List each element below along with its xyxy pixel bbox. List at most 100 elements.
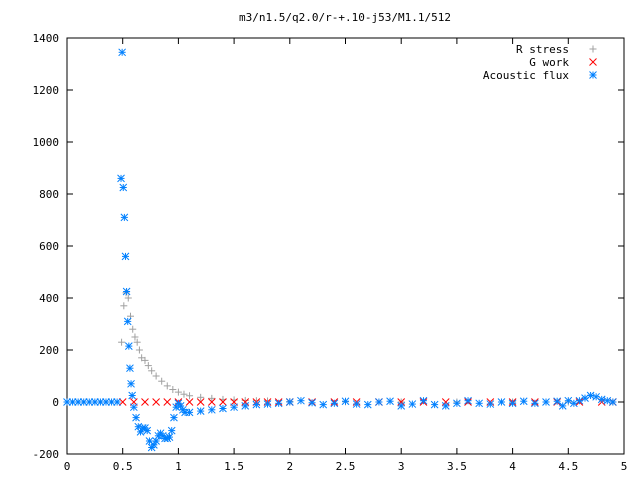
data-point bbox=[127, 379, 135, 388]
data-point bbox=[124, 342, 133, 350]
y-tick-label: -200 bbox=[33, 448, 60, 461]
data-point bbox=[207, 398, 216, 406]
data-point bbox=[121, 252, 130, 261]
data-point bbox=[408, 400, 417, 408]
data-point bbox=[165, 433, 174, 441]
data-point bbox=[475, 399, 484, 408]
data-point bbox=[397, 398, 406, 406]
legend-label: G work bbox=[529, 56, 569, 69]
data-point bbox=[170, 413, 178, 422]
data-point bbox=[308, 398, 316, 407]
data-point bbox=[102, 398, 110, 406]
data-point bbox=[126, 364, 134, 373]
data-point bbox=[163, 398, 172, 406]
data-point bbox=[341, 397, 350, 406]
x-tick-label: 0.5 bbox=[113, 460, 133, 473]
data-point bbox=[120, 213, 129, 222]
y-tick-label: 1400 bbox=[33, 32, 60, 45]
x-tick-label: 4.5 bbox=[558, 460, 578, 473]
data-point bbox=[185, 408, 194, 417]
data-point bbox=[441, 398, 450, 406]
x-tick-label: 3.5 bbox=[447, 460, 467, 473]
data-point bbox=[169, 386, 177, 394]
legend-label: R stress bbox=[516, 43, 569, 56]
data-point bbox=[131, 333, 139, 341]
data-point bbox=[542, 398, 550, 406]
data-point bbox=[207, 405, 216, 414]
data-point bbox=[197, 393, 205, 401]
data-point bbox=[143, 426, 152, 435]
series-acoustic-flux bbox=[63, 48, 617, 452]
y-tick-label: 800 bbox=[39, 188, 59, 201]
data-point bbox=[603, 396, 612, 405]
y-tick-label: 200 bbox=[39, 344, 59, 357]
data-point bbox=[163, 382, 171, 390]
data-point bbox=[167, 426, 176, 435]
data-point bbox=[145, 437, 154, 445]
data-point bbox=[330, 399, 339, 408]
x-tick-label: 3 bbox=[398, 460, 405, 473]
x-tick-label: 1 bbox=[175, 460, 182, 473]
x-tick-label: 2.5 bbox=[336, 460, 356, 473]
data-point bbox=[117, 174, 125, 183]
data-point bbox=[397, 402, 406, 410]
data-point bbox=[297, 396, 305, 405]
data-point bbox=[363, 400, 372, 409]
data-point bbox=[553, 397, 562, 406]
y-tick-label: 1000 bbox=[33, 136, 60, 149]
data-point bbox=[144, 362, 152, 370]
data-point bbox=[133, 338, 141, 346]
data-point bbox=[96, 398, 105, 406]
legend-marker bbox=[589, 71, 597, 79]
legend-marker bbox=[589, 58, 597, 66]
data-point bbox=[386, 397, 394, 406]
data-point bbox=[135, 346, 143, 354]
data-point bbox=[285, 398, 294, 406]
data-point bbox=[196, 407, 205, 415]
data-point bbox=[122, 287, 131, 296]
data-point bbox=[107, 398, 116, 406]
data-point bbox=[419, 396, 428, 405]
y-tick-label: 0 bbox=[52, 396, 59, 409]
chart-title: m3/n1.5/q2.0/r-+.10-j53/M1.1/512 bbox=[239, 11, 451, 24]
data-point bbox=[196, 398, 205, 406]
x-tick-label: 5 bbox=[621, 460, 628, 473]
data-marks bbox=[63, 48, 617, 452]
data-point bbox=[453, 399, 461, 408]
data-point bbox=[132, 413, 140, 422]
data-point bbox=[219, 398, 227, 406]
legend-marker bbox=[589, 45, 597, 53]
data-point bbox=[123, 317, 132, 326]
data-point bbox=[441, 402, 450, 410]
data-point bbox=[118, 48, 126, 57]
data-point bbox=[497, 398, 506, 406]
data-point bbox=[508, 399, 517, 408]
data-point bbox=[180, 390, 188, 398]
data-point bbox=[219, 404, 227, 413]
data-point bbox=[120, 302, 128, 310]
y-tick-label: 1200 bbox=[33, 84, 60, 97]
data-point bbox=[252, 400, 261, 409]
y-tick-label: 400 bbox=[39, 292, 59, 305]
data-point bbox=[118, 338, 126, 346]
data-point bbox=[319, 400, 328, 409]
data-point bbox=[274, 399, 283, 408]
axes: 0 0.5 1 1.5 2 2.5 3 3.5 4 4.5 5 -200 0 200 400 600 800 10… bbox=[33, 32, 628, 473]
x-tick-label: 2 bbox=[286, 460, 293, 473]
data-point bbox=[124, 294, 132, 302]
data-point bbox=[208, 394, 216, 402]
data-point bbox=[118, 398, 127, 406]
data-point bbox=[241, 398, 250, 406]
data-point bbox=[148, 367, 156, 375]
data-point bbox=[119, 183, 128, 192]
data-point bbox=[352, 400, 361, 408]
data-point bbox=[174, 388, 182, 396]
data-point bbox=[141, 356, 149, 364]
data-point bbox=[128, 391, 137, 400]
data-point bbox=[186, 392, 194, 400]
data-point bbox=[74, 398, 82, 406]
data-point bbox=[430, 400, 439, 409]
data-point bbox=[141, 398, 149, 406]
